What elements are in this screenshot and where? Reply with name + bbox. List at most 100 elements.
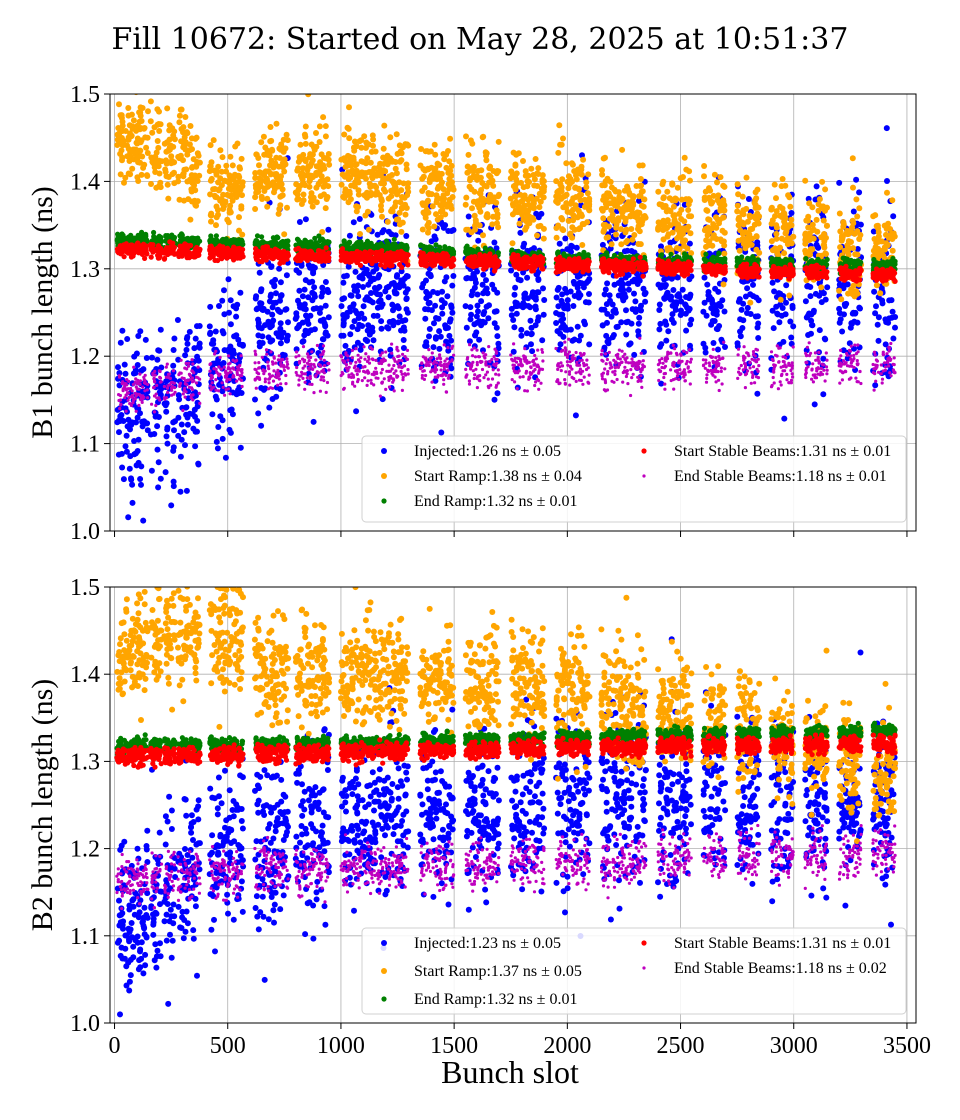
data-point — [175, 414, 182, 421]
data-point — [148, 181, 154, 187]
data-point — [163, 157, 169, 164]
data-point — [598, 306, 605, 313]
data-point — [445, 347, 452, 354]
data-point — [214, 237, 220, 243]
data-point — [535, 314, 542, 321]
data-point — [184, 151, 191, 158]
data-point — [614, 203, 621, 210]
data-point — [177, 106, 184, 113]
data-point — [219, 417, 226, 424]
data-point — [432, 302, 439, 309]
data-point — [174, 317, 181, 323]
data-point — [418, 243, 424, 249]
data-point — [700, 340, 707, 347]
data-point — [668, 293, 675, 300]
data-point — [168, 153, 175, 160]
data-point — [480, 290, 487, 297]
data-point — [341, 131, 348, 138]
data-point — [467, 167, 474, 174]
data-point — [662, 282, 669, 288]
data-point — [268, 157, 275, 164]
data-point — [569, 161, 576, 168]
data-point — [890, 335, 897, 342]
data-point — [599, 241, 606, 248]
data-point — [229, 197, 236, 204]
data-point — [135, 178, 142, 184]
data-point — [153, 184, 160, 191]
data-point — [404, 192, 411, 199]
data-point — [889, 247, 896, 254]
data-point — [816, 292, 823, 299]
data-point — [283, 306, 290, 313]
data-point — [870, 228, 877, 235]
data-point — [521, 240, 528, 247]
data-point — [116, 370, 123, 376]
data-point — [353, 208, 360, 215]
data-point — [462, 303, 469, 310]
data-point — [511, 193, 518, 200]
data-point — [683, 166, 690, 173]
data-point — [364, 338, 371, 344]
data-point — [137, 476, 144, 482]
data-point — [439, 288, 446, 295]
data-point — [346, 232, 353, 239]
data-point — [450, 273, 457, 279]
data-point — [320, 316, 327, 323]
data-point — [641, 291, 648, 298]
data-point — [478, 322, 485, 329]
data-point — [685, 196, 692, 203]
data-point — [128, 475, 134, 482]
data-point — [378, 195, 385, 202]
data-point — [720, 281, 727, 288]
data-point — [281, 244, 288, 250]
data-point — [722, 256, 728, 262]
data-point — [404, 141, 411, 148]
data-point — [554, 286, 561, 293]
data-point — [600, 215, 607, 222]
data-point — [856, 205, 863, 212]
data-point — [656, 201, 663, 208]
data-point — [598, 205, 605, 212]
data-point — [149, 354, 155, 361]
data-point — [138, 137, 145, 144]
data-point — [687, 230, 694, 237]
data-point — [144, 427, 151, 434]
data-point — [322, 205, 329, 212]
data-point — [750, 255, 756, 261]
data-point — [522, 215, 529, 222]
data-point — [495, 224, 502, 231]
data-point — [562, 285, 569, 292]
data-point — [256, 324, 263, 331]
data-point — [221, 287, 227, 294]
data-point — [820, 355, 827, 362]
data-point — [883, 240, 890, 247]
data-point — [660, 178, 667, 185]
data-point — [475, 308, 481, 315]
data-point — [841, 281, 848, 288]
data-point — [821, 242, 828, 248]
data-point — [155, 238, 161, 244]
data-point — [578, 166, 585, 173]
data-point — [352, 268, 359, 275]
data-point — [325, 289, 332, 296]
data-point — [271, 189, 277, 196]
data-point — [436, 162, 443, 168]
data-point — [227, 153, 234, 160]
data-point — [181, 134, 188, 141]
data-point — [425, 229, 431, 236]
data-point — [510, 348, 517, 355]
data-point — [398, 268, 405, 275]
data-point — [524, 183, 531, 190]
data-point — [232, 143, 239, 150]
data-point — [363, 160, 369, 167]
data-point — [568, 242, 575, 249]
data-point — [189, 164, 195, 171]
data-point — [613, 231, 619, 238]
data-point — [126, 465, 133, 472]
data-point — [151, 234, 157, 240]
data-point — [489, 281, 496, 288]
data-point — [351, 147, 358, 154]
data-point — [881, 246, 888, 253]
data-point — [135, 436, 142, 443]
data-point — [318, 293, 325, 300]
